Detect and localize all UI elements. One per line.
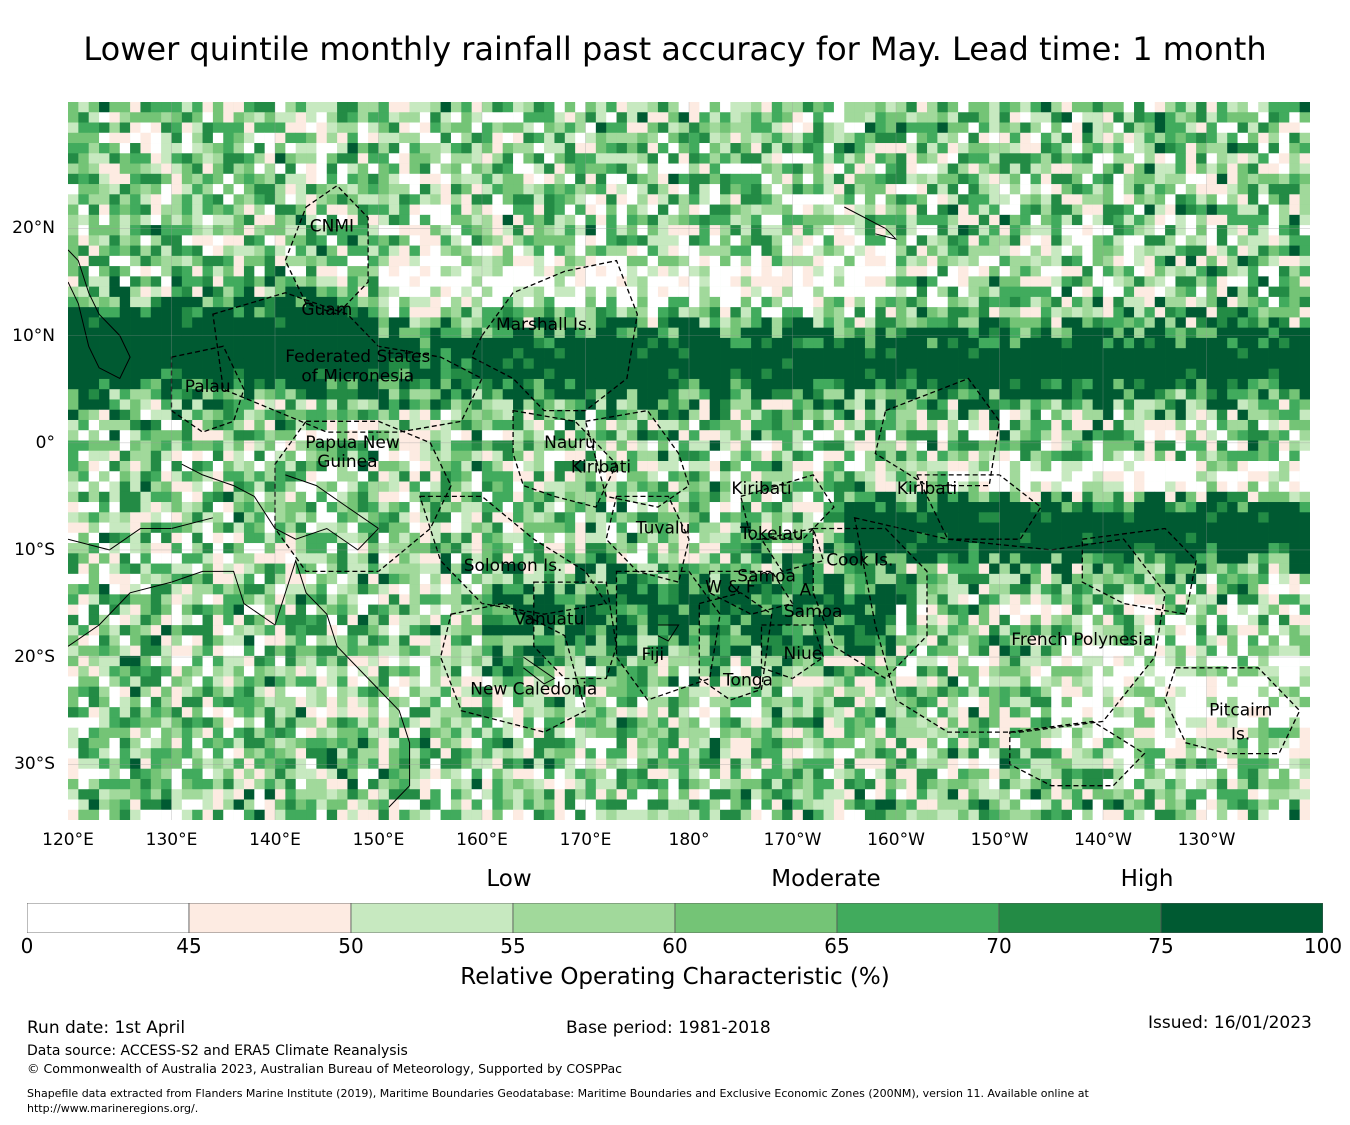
region-label: Is. [1231, 724, 1250, 744]
colorbar [27, 903, 1323, 933]
lon-tick-label: 130°E [145, 830, 198, 850]
region-label: Tonga [722, 671, 773, 691]
category-high: High [1120, 866, 1174, 892]
lat-tick-label: 10°S [14, 539, 55, 560]
lat-tick-label: 20°S [14, 647, 55, 668]
lon-tick-label: 160°E [456, 830, 508, 850]
colorbar-tick-label: 65 [824, 934, 850, 958]
category-low: Low [486, 866, 532, 892]
region-label: Cook Is. [826, 551, 893, 571]
chart-title: Lower quintile monthly rainfall past acc… [83, 30, 1267, 68]
region-label: Pitcairn [1209, 701, 1272, 721]
region-label: Palau [185, 377, 231, 397]
colorbar-segment [27, 903, 190, 933]
region-label: Samoa [737, 567, 796, 587]
region-label: Kiribati [571, 457, 631, 477]
issued-date: Issued: 16/01/2023 [1148, 1013, 1312, 1033]
region-label: of Micronesia [301, 366, 414, 386]
map-cells [68, 102, 1310, 820]
region-label: New Caledonia [470, 679, 597, 699]
region-label: Papua New [305, 433, 399, 453]
region-label: Samoa [784, 602, 843, 622]
data-source: Data source: ACCESS-S2 and ERA5 Climate … [27, 1043, 408, 1059]
shapefile-credit: Shapefile data extracted from Flanders M… [27, 1087, 1089, 1100]
region-label: Marshall Is. [496, 315, 592, 335]
colorbar-segment [836, 903, 1000, 933]
lon-tick-label: 160°W [867, 830, 925, 850]
coastlines [68, 206, 898, 808]
copyright: © Commonwealth of Australia 2023, Austra… [27, 1061, 622, 1076]
lon-tick-label: 130°W [1177, 830, 1236, 850]
region-labels: CNMI Guam Marshall Is. Palau Federated State… [185, 216, 1273, 744]
category-moderate: Moderate [771, 866, 881, 892]
lon-tick-label: 120°E [42, 830, 94, 850]
lon-tick-label: 150°W [970, 830, 1029, 850]
colorbar-label: Relative Operating Characteristic (%) [460, 964, 890, 990]
lon-tick-label: 140°W [1074, 830, 1132, 850]
colorbar-segment [674, 903, 838, 933]
colorbar-tick-label: 55 [500, 934, 526, 958]
region-label: Vanuatu [514, 610, 584, 630]
lat-tick-label: 30°S [14, 754, 55, 775]
base-period: Base period: 1981-2018 [566, 1018, 771, 1038]
region-label: A. [800, 581, 817, 601]
region-label: Solomon Is. [464, 556, 563, 576]
colorbar-tick-label: 0 [20, 934, 34, 958]
region-label: French Polynesia [1011, 630, 1153, 650]
region-label: Kiribati [897, 479, 957, 499]
region-label: Nauru [544, 433, 596, 453]
shapefile-url: http://www.marineregions.org/. [27, 1102, 199, 1115]
colorbar-tick-label: 60 [662, 934, 688, 958]
lat-tick-label: 0° [35, 432, 55, 453]
roc-map: CNMI Guam Marshall Is. Palau Federated State… [68, 102, 1310, 820]
colorbar-segment [512, 903, 676, 933]
region-label: Kiribati [731, 479, 791, 499]
region-label: Guam [301, 300, 352, 320]
region-label: Tokelau [739, 524, 804, 544]
region-label: Federated States [285, 347, 430, 367]
region-label: Tuvalu [635, 519, 691, 539]
region-label: Niue [784, 644, 823, 664]
region-label: Fiji [641, 645, 664, 665]
colorbar-tick-label: 75 [1148, 934, 1174, 958]
colorbar-segment [188, 903, 352, 933]
gridlines [68, 102, 1310, 820]
colorbar-tick-label: 70 [986, 934, 1012, 958]
lon-tick-label: 140°E [249, 830, 301, 850]
lon-tick-label: 150°E [352, 830, 405, 850]
colorbar-tick-label: 45 [176, 934, 202, 958]
lat-tick-label: 20°N [12, 218, 55, 239]
lon-tick-label: 170°E [559, 830, 612, 850]
colorbar-segment [998, 903, 1162, 933]
colorbar-segment [1160, 903, 1323, 933]
region-label: Guinea [317, 452, 377, 472]
colorbar-tick-label: 50 [338, 934, 364, 958]
lon-tick-label: 170°W [763, 830, 822, 850]
lat-tick-label: 10°N [12, 325, 55, 346]
region-label: W & F [705, 578, 756, 598]
region-label: CNMI [310, 216, 354, 236]
colorbar-segment [350, 903, 514, 933]
lon-tick-label: 180° [668, 830, 710, 850]
run-date: Run date: 1st April [27, 1018, 186, 1038]
colorbar-tick-label: 100 [1303, 934, 1343, 958]
